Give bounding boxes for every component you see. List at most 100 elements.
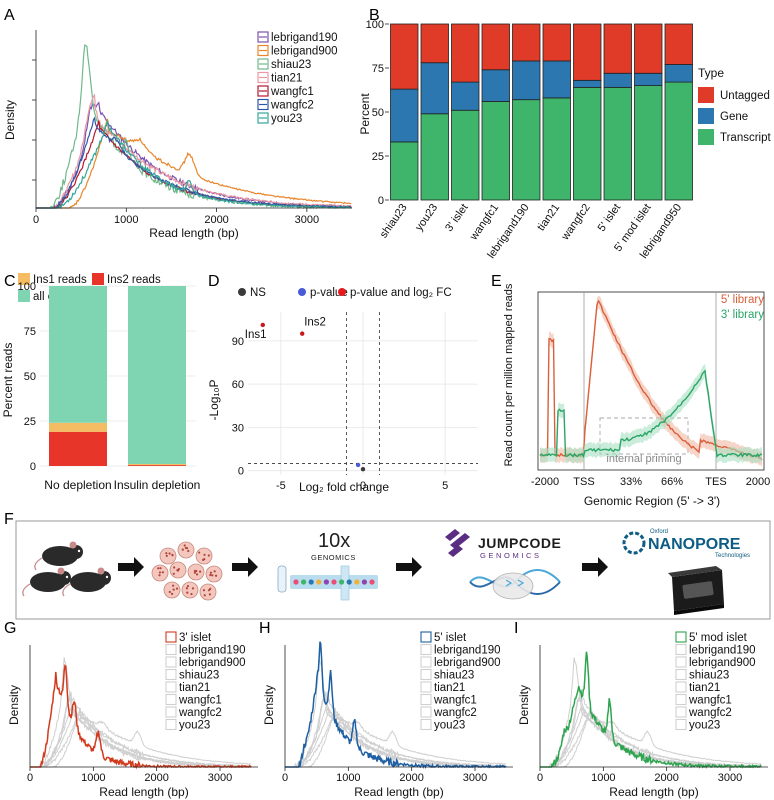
bead — [316, 579, 322, 585]
panel-c-bars — [49, 286, 186, 466]
panel-d-point — [360, 467, 366, 472]
panel-b-bar-untagged — [481, 23, 510, 71]
pG-legend-key — [165, 656, 177, 668]
panel-g: G 0 1000 2000 3000 Read length (bp) Density 3'… — [4, 620, 258, 799]
panel-b-bar-untagged — [420, 23, 449, 64]
panel-i: I 0 1000 2000 3000 Read length (bp) Density 5'… — [514, 620, 768, 799]
pH-ylabel: Density — [262, 685, 276, 725]
pI-highlight-series — [540, 651, 762, 769]
bead-row — [293, 579, 375, 585]
pI-legend-item: lebrigand190 — [689, 645, 756, 657]
panel-b-bar-untagged — [573, 23, 602, 81]
panel-b-bar-gene — [451, 81, 480, 111]
pI-legend-key — [675, 656, 687, 668]
panel-b-ytick-label: 0 — [378, 195, 384, 207]
panel-e-xtick-label: 33% — [620, 476, 642, 488]
panel-a-xtick-label: 3000 — [295, 214, 319, 226]
pH-legend-key — [420, 693, 432, 706]
panel-c-label: C — [4, 273, 16, 290]
panel-b: B 0 25 50 75 100 shiau23 you23 3' isletwangfc1… — [358, 7, 771, 261]
panel-a-series-you23 — [36, 120, 352, 210]
panel-d-point — [260, 322, 265, 328]
pH-xtick-label: 0 — [282, 772, 288, 784]
panel-a-legend-item: wangfc1 — [270, 86, 314, 98]
panel-i-label: I — [514, 620, 518, 637]
pH-grey-series — [285, 707, 507, 768]
panel-c-y-ticks: 0 25 50 75 100 — [18, 281, 36, 473]
pH-legend-key — [420, 668, 432, 681]
panel-b-bar-gene — [481, 69, 510, 102]
panel-b-xtick-label: wangfc2 — [559, 202, 593, 243]
pI-legend-item: wangfc2 — [688, 707, 732, 719]
pH-legend-item: wangfc1 — [433, 695, 477, 707]
pI-grey-series — [540, 707, 762, 768]
panel-b-bar-gene — [634, 72, 663, 86]
panel-b-bar-transcript — [390, 141, 419, 201]
pH-legend-key — [420, 656, 432, 668]
panel-d-point — [355, 462, 361, 468]
bead — [323, 579, 329, 585]
panel-b-y-ticks: 0 25 50 75 100 — [366, 19, 389, 207]
pG-legend-key — [165, 631, 177, 643]
panel-d-xtick-label: 5 — [442, 480, 448, 492]
pG-legend-key — [165, 643, 177, 656]
panel-c-bar-segment — [128, 465, 186, 466]
panel-b-ylabel: Percent — [358, 93, 372, 135]
bead — [346, 579, 352, 585]
panel-a-series-lebrigand900 — [36, 118, 352, 209]
panel-b-legend-key — [698, 108, 714, 124]
panel-d-label: D — [208, 273, 220, 290]
pG-ylabel: Density — [7, 685, 21, 725]
tenx-genomics-logo: 10x GENOMICS — [277, 530, 378, 601]
pG-legend-key — [165, 668, 177, 681]
panel-d-point-label: Ins1 — [245, 329, 267, 341]
pI-legend-key — [675, 643, 687, 656]
pI-xtick-label: 1000 — [591, 772, 615, 784]
panel-e-xtick-label: 66% — [661, 476, 683, 488]
pG-legend-item: you23 — [179, 720, 210, 732]
panel-h: H 0 1000 2000 3000 Read length (bp) Density 5'… — [259, 620, 513, 799]
pH-legend-key — [420, 718, 432, 731]
panel-e-ticks: -2000 TSS 33% 66% TES 2000 — [531, 476, 770, 488]
panel-f-label: F — [4, 511, 14, 528]
jumpcode-line2: GENOMICS — [480, 551, 542, 560]
pH-legend-item: you23 — [434, 720, 465, 732]
panel-b-xtick-label: 5' islet — [596, 202, 624, 234]
arrow-3 — [396, 557, 422, 577]
panel-d-ylabel: -Log₁₀P — [207, 379, 221, 420]
panel-b-bar-untagged — [542, 23, 571, 62]
panel-b-bar-untagged — [512, 23, 541, 62]
mouse-3 — [62, 567, 111, 597]
tenx-logo-text: 10x — [318, 530, 350, 552]
pI-legend-item: shiau23 — [689, 670, 729, 682]
panel-b-legend-key — [698, 129, 714, 145]
pH-highlight-series — [285, 641, 507, 770]
panel-b-bar-transcript — [451, 109, 480, 201]
panel-a-legend-item: lebrigand190 — [271, 32, 338, 44]
panel-d-ticks: -5 0 5 0 30 60 90 — [232, 336, 448, 492]
panel-a-ylabel: Density — [3, 100, 17, 140]
islets-illustration — [151, 541, 223, 601]
bead — [361, 579, 367, 585]
pG-xlabel: Read length (bp) — [99, 785, 188, 799]
pI-xtick-label: 3000 — [718, 772, 742, 784]
pI-legend-item: lebrigand900 — [689, 657, 756, 669]
pH-legend-key — [420, 643, 432, 656]
panel-b-bar-gene — [664, 64, 693, 83]
panel-d-legend-item: NS — [250, 287, 266, 299]
pI-legend-item: wangfc1 — [688, 695, 732, 707]
arrow-1 — [118, 557, 144, 577]
panel-c-ylabel: Percent reads — [1, 343, 15, 418]
pH-xlabel: Read length (bp) — [354, 785, 443, 799]
panel-b-bar-transcript — [573, 86, 602, 201]
panel-e-ylabel: Read count per million mapped reads — [503, 283, 515, 466]
panel-c-x-ticks: No depletion Insulin depletion — [44, 478, 200, 492]
panel-b-label: B — [369, 7, 380, 24]
pH-legend-item: tian21 — [434, 682, 465, 694]
pI-xlabel: Read length (bp) — [609, 785, 698, 799]
panel-d-ytick-label: 0 — [238, 466, 244, 478]
pG-legend-item: tian21 — [179, 682, 210, 694]
panel-e-plot — [537, 291, 765, 471]
mouse-2 — [22, 567, 71, 597]
panel-b-xtick-label: you23 — [413, 202, 440, 233]
